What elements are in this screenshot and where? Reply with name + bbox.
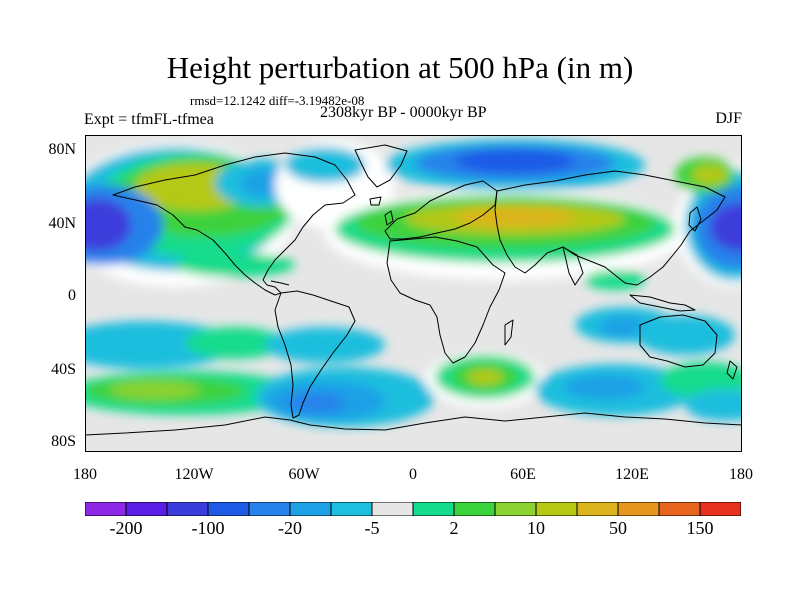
plot-frame (85, 135, 742, 452)
sepac-teal (660, 362, 742, 398)
colorbar (85, 502, 741, 516)
indonesia-coast (629, 294, 696, 312)
ss-lgreen (110, 381, 200, 399)
colorbar-box-14 (658, 502, 701, 516)
japan-coast (688, 206, 702, 232)
atl-cyan (285, 147, 365, 183)
colorbar-label-minus20: -20 (278, 518, 302, 538)
lat-label-40n: 40N (48, 215, 76, 232)
lat-label-80s: 80S (51, 433, 76, 450)
greenland-coast (354, 144, 408, 188)
sp-teal (185, 327, 285, 359)
lat-label-40s: 40S (51, 361, 76, 378)
aus-cyan (635, 315, 735, 355)
rmsd-label: rmsd= (190, 93, 224, 108)
colorbar-box-0 (85, 502, 127, 516)
colorbar-box-4 (248, 502, 291, 516)
period-label: 2308kyr BP - 0000kyr BP (320, 104, 487, 121)
uk-coast (384, 210, 394, 226)
lon-label-60w: 60W (288, 466, 320, 483)
sa-cyan (265, 327, 385, 363)
lat-label-0: 0 (68, 287, 76, 304)
contour-field (85, 135, 742, 452)
colorbar-label-2: 2 (449, 518, 459, 538)
colorbar-box-15 (699, 502, 741, 516)
colorbar-box-1 (125, 502, 168, 516)
colorbar-label-10: 10 (527, 518, 545, 538)
diff-value: -3.19482e-08 (294, 93, 365, 108)
colorbar-box-9 (453, 502, 496, 516)
colorbar-label-minus5: -5 (364, 518, 380, 538)
caribbean-coast (270, 280, 290, 286)
colorbar-label-50: 50 (609, 518, 627, 538)
experiment-label: Expt = tfmFL-tfmea (84, 111, 214, 128)
saus-blue (565, 375, 645, 399)
south-america-coast (274, 290, 356, 419)
sio-yellow (467, 369, 503, 385)
map-plot (85, 135, 742, 452)
europe-coast (384, 180, 498, 240)
pac-navy (85, 199, 131, 251)
colorbar-box-12 (576, 502, 619, 516)
siberia-dblue (455, 149, 575, 173)
colorbar-box-13 (617, 502, 660, 516)
colorbar-box-10 (494, 502, 537, 516)
colorbar-box-2 (166, 502, 209, 516)
lat-label-80n: 80N (48, 141, 76, 158)
eurasia-gold (455, 207, 575, 227)
satl-dblue (285, 393, 345, 413)
lon-label-120e: 120E (615, 466, 649, 483)
iceland-coast (369, 196, 382, 206)
lon-label-60e: 60E (510, 466, 536, 483)
colorbar-box-8 (412, 502, 455, 516)
plot-title: Height perturbation at 500 hPa (in m) (166, 50, 634, 85)
colorbar-label-minus200: -200 (109, 518, 143, 538)
india-coast (562, 246, 584, 286)
wpac-navy (710, 203, 742, 251)
npac-yellow (692, 165, 728, 185)
australia-coast (639, 314, 718, 368)
colorbar-label-150: 150 (686, 518, 714, 538)
lon-label-180w: 180 (73, 466, 97, 483)
asia-coast (494, 170, 726, 286)
sepac-cyan (685, 389, 742, 421)
africa-coast (386, 236, 506, 364)
madagascar-coast (504, 319, 514, 346)
new-zealand-coast (726, 360, 738, 380)
diff-label: diff= (268, 93, 295, 108)
itc-teal (585, 270, 645, 290)
colorbar-label-minus100: -100 (191, 518, 225, 538)
coastlines (85, 144, 742, 452)
colorbar-box-5 (289, 502, 332, 516)
antarctica-coast (85, 412, 742, 452)
colorbar-box-7 (371, 502, 414, 516)
rmsd-value: 12.1242 (223, 93, 266, 108)
colorbar-box-3 (207, 502, 250, 516)
season-label: DJF (715, 110, 742, 127)
colorbar-box-6 (330, 502, 373, 516)
lon-label-180e: 180 (729, 466, 753, 483)
lon-label-120w: 120W (174, 466, 214, 483)
colorbar-box-11 (535, 502, 578, 516)
north-america-coast (112, 152, 356, 296)
lon-label-0: 0 (409, 466, 417, 483)
stats-line: rmsd=12.1242 diff=-3.19482e-08 (190, 93, 364, 108)
